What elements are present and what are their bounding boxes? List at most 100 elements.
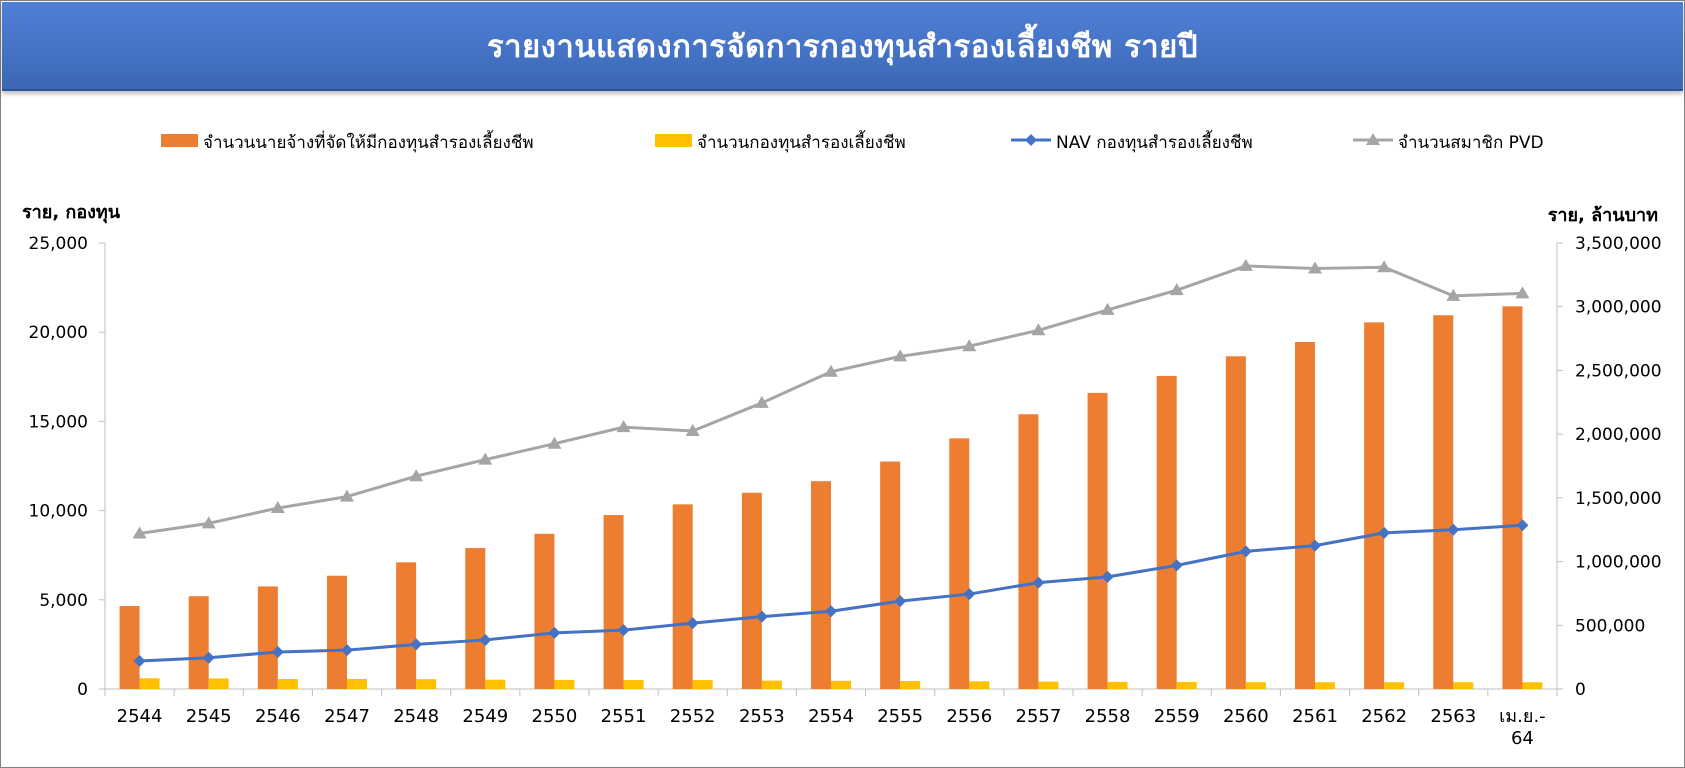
line-series [132,258,1530,667]
legend-swatch-funds [655,134,692,147]
bar-employers [1225,356,1246,689]
point-members [270,501,285,514]
x-tick-label: 2561 [1292,706,1338,727]
x-tick-label: 2544 [117,706,163,727]
point-nav [548,626,561,639]
bar-funds [416,679,437,689]
x-tick-label: 2556 [946,706,992,727]
point-members [824,364,838,377]
legend-label-funds: จำนวนกองทุนสำรองเลี้ยงชีพ [697,130,906,153]
x-tick-label: 2559 [1154,706,1200,727]
point-members [1169,283,1184,296]
y-left-tick-label: 5,000 [39,591,88,611]
bar-employers [1156,375,1177,689]
bar-funds [208,678,229,689]
point-members [1377,260,1392,273]
point-nav [1309,539,1321,552]
y-axis-left-label: ราย, กองทุน [22,202,121,224]
bar-funds [1176,682,1197,689]
y-left-tick-label: 10,000 [29,502,88,522]
bar-employers [672,504,693,689]
x-tick-label: 2548 [393,706,439,727]
bar-employers [949,438,970,689]
bar-funds [1107,681,1128,689]
point-nav [963,588,976,601]
bar-funds [692,680,713,689]
point-members [1238,258,1253,271]
point-members [1031,323,1046,336]
point-members [962,339,977,352]
point-members [1446,288,1461,301]
bar-funds [900,680,921,689]
y-left-tick-label: 0 [77,680,88,700]
point-members [754,395,769,408]
point-nav [1378,526,1391,539]
x-tick-label: 2549 [462,706,508,727]
point-members [340,489,354,502]
y-axis-right-ticks: 0 500,000 1,000,000 1,500,000 2,000,000 2,500… [1557,234,1662,700]
legend-marker-nav [1025,134,1037,146]
point-members [893,349,908,362]
y-right-tick-label: 500,000 [1575,616,1645,636]
y-right-tick-label: 3,000,000 [1575,298,1662,318]
y-axis-right-label: ราย, ล้านบาท [1548,205,1658,226]
point-members [409,469,424,482]
x-tick-label: 2553 [739,706,785,727]
y-left-tick-label: 25,000 [29,234,88,254]
legend-label-nav: NAV กองทุนสำรองเลี้ยงชีพ [1056,130,1253,153]
point-nav [1239,545,1252,558]
bar-employers [1018,414,1039,689]
point-nav [1516,519,1529,532]
legend-marker-members [1366,133,1380,145]
point-nav [133,654,146,667]
x-tick-label: เม.ย.- [1499,706,1546,727]
x-tick-label-line2: 64 [1511,728,1534,749]
bar-funds [485,679,506,689]
bar-employers [534,533,555,689]
bar-employers [119,606,140,689]
point-nav [686,617,699,630]
y-right-tick-label: 0 [1575,680,1586,700]
point-members [1308,261,1322,274]
bar-employers [880,461,901,689]
bar-employers [741,492,762,689]
bar-employers [465,548,486,689]
legend-swatch-employers [161,134,198,147]
bar-employers [1295,342,1315,689]
y-axis-left-ticks: 0 5,000 10,000 15,000 20,000 25,000 [29,234,105,700]
point-members [547,436,562,449]
y-left-tick-label: 20,000 [29,323,88,343]
y-right-tick-label: 2,500,000 [1575,361,1662,381]
point-nav [202,651,215,664]
bar-employers [811,481,831,689]
bar-employers [1087,392,1108,689]
point-nav [1101,570,1114,583]
x-tick-label: 2554 [808,706,854,727]
bar-funds [1315,682,1335,689]
point-members [616,420,631,433]
bar-series [119,306,1543,689]
bar-funds [1038,681,1059,689]
y-left-tick-label: 15,000 [29,412,88,432]
point-nav [341,644,353,657]
bar-funds [831,680,851,689]
y-right-tick-label: 1,000,000 [1575,553,1662,573]
bar-funds [139,678,160,689]
x-tick-label: 2550 [532,706,578,727]
point-nav [1170,559,1183,572]
x-tick-label: 2555 [877,706,923,727]
point-nav [894,595,907,608]
x-tick-label: 2545 [186,706,232,727]
bar-employers [396,562,417,689]
x-tick-label: 2562 [1361,706,1407,727]
bar-funds [1245,682,1266,689]
bar-funds [1522,682,1543,689]
point-nav [755,610,768,623]
x-tick-label: 2558 [1085,706,1131,727]
bar-funds [761,680,782,689]
bar-funds [554,679,575,689]
y-right-tick-label: 2,000,000 [1575,425,1662,445]
point-nav [271,646,284,659]
bar-funds [969,681,990,689]
point-members [201,516,216,529]
